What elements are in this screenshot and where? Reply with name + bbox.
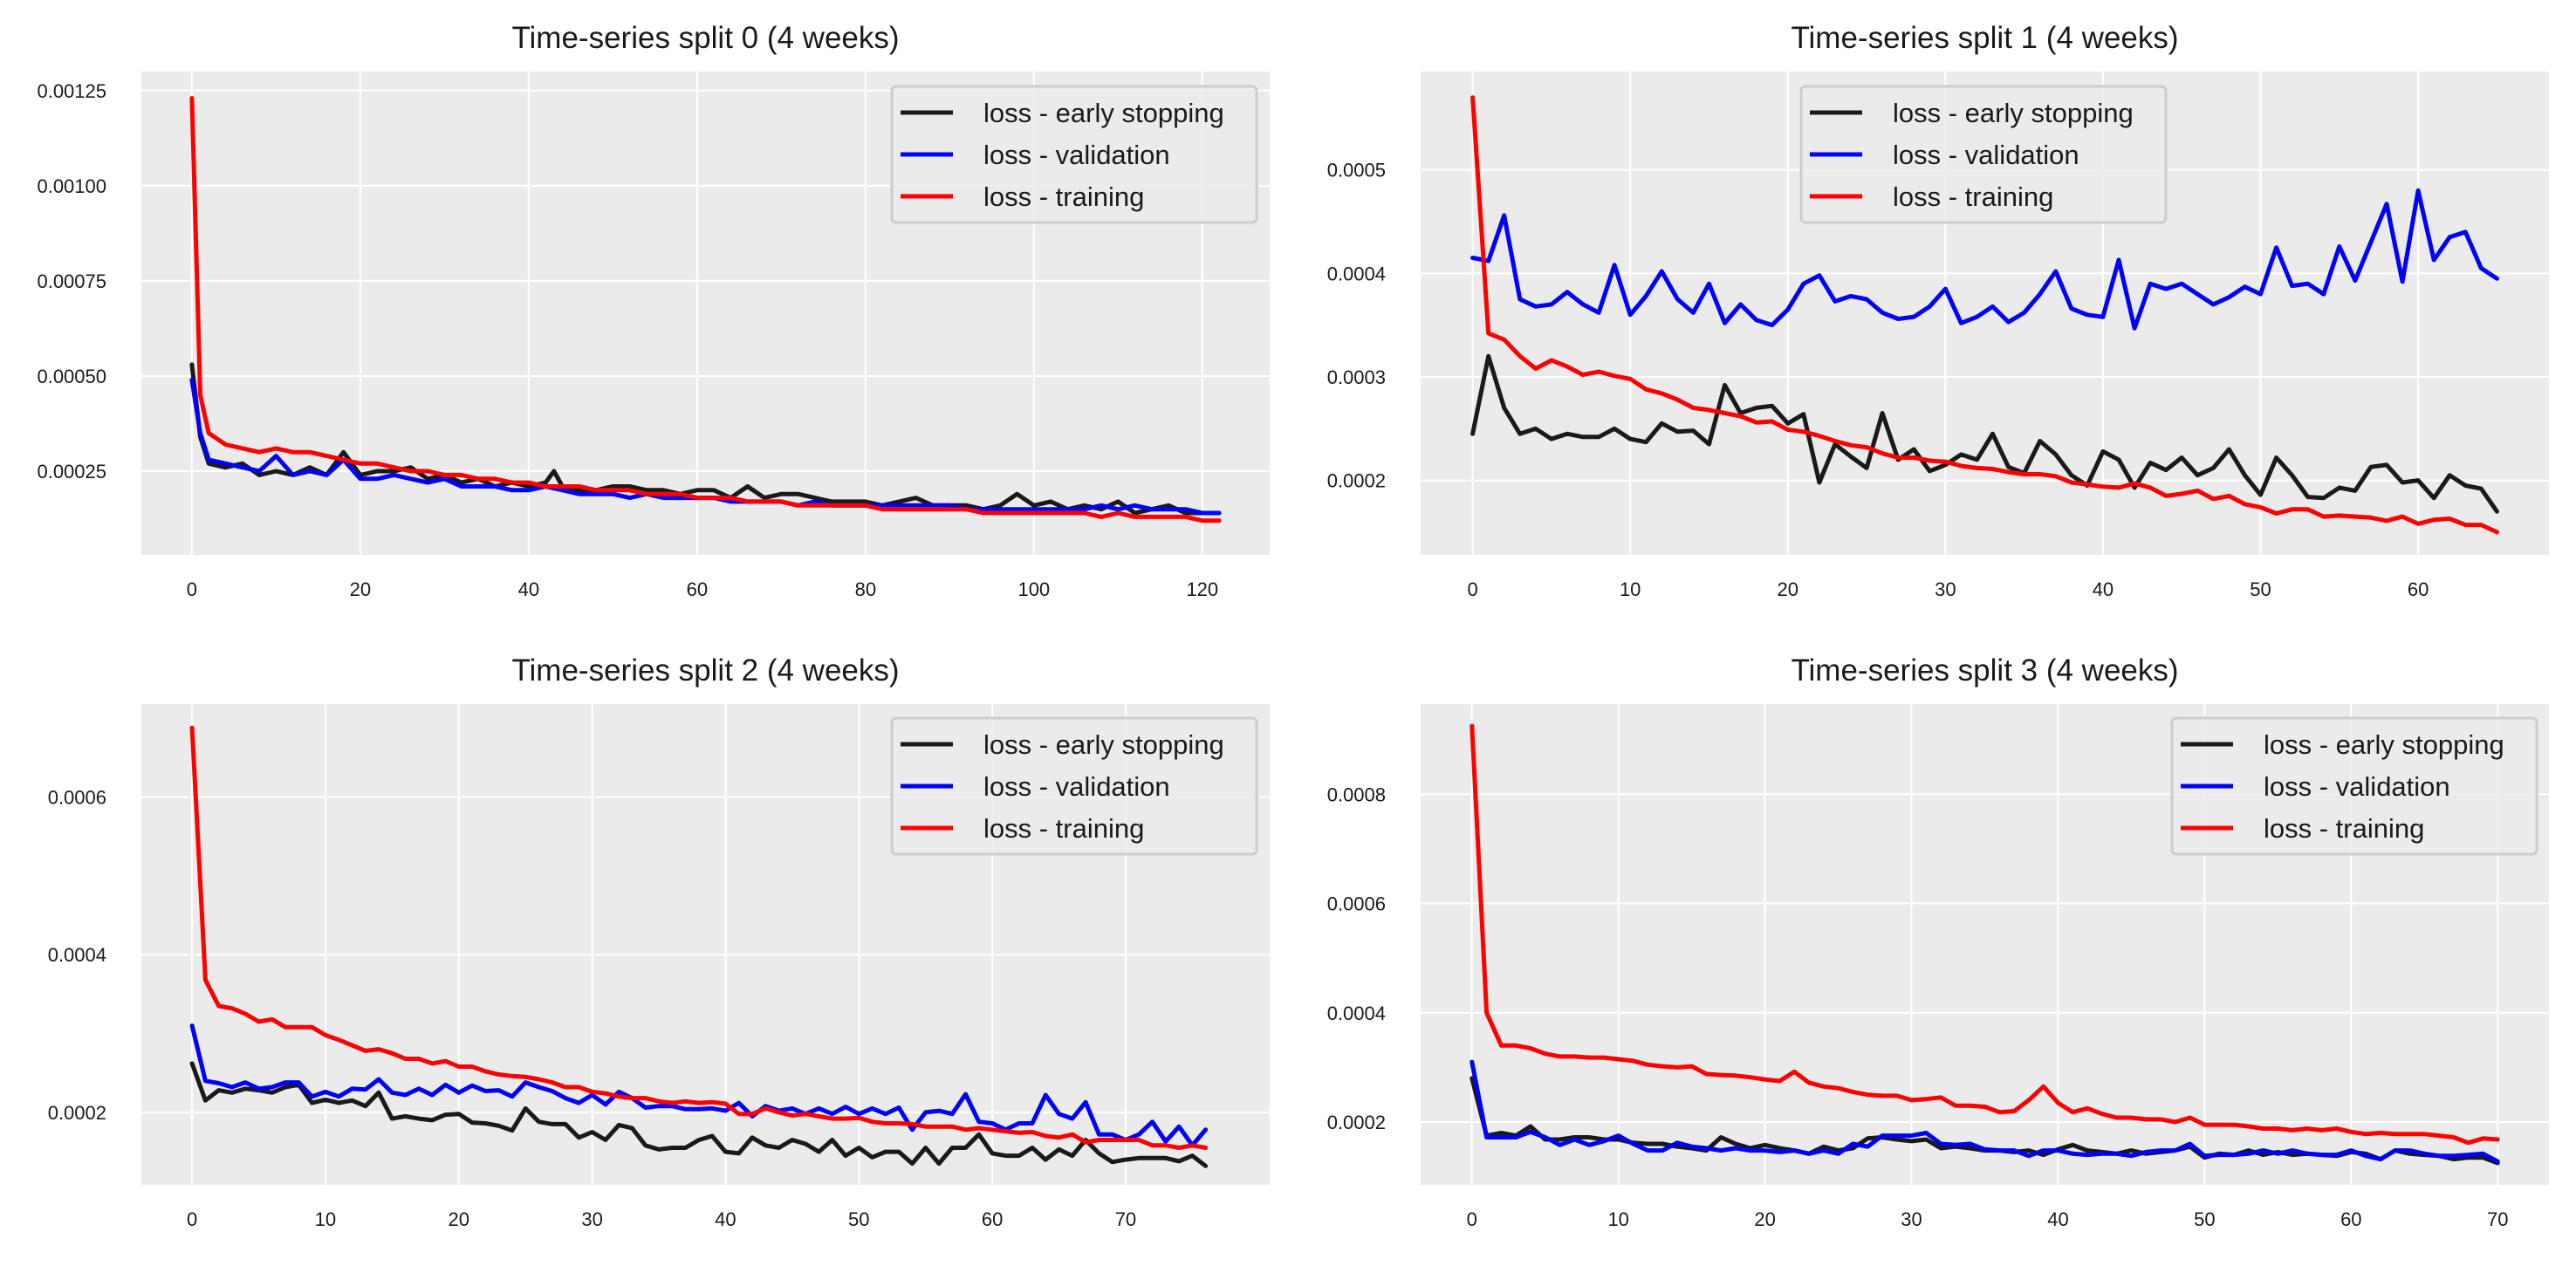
x-tick-label: 50 [2194,1208,2215,1230]
x-tick-label: 60 [687,578,708,600]
legend-label: loss - validation [983,771,1170,802]
y-tick-label: 0.00075 [37,270,106,292]
legend-label: loss - early stopping [983,98,1224,128]
series-line-loss-early-stopping [189,1061,1209,1168]
y-tick-label: 0.00050 [37,366,106,387]
x-tick-label: 100 [1017,578,1050,600]
x-tick-label: 10 [1607,1208,1628,1230]
chart-panel-3: 0 10 20 30 40 50 60 70 0.0002 0.0004 0.0006 0.0008 T… [1327,654,2549,1230]
x-tick-label: 0 [1467,578,1477,600]
legend-label: loss - validation [1893,140,2079,170]
series-line-loss-training [189,725,1209,1150]
chart-panel-0: 0 20 40 60 80 100 120 0.00025 0.00050 0.00075 0.00… [37,21,1270,600]
series-line-loss-training [1470,723,2500,1146]
x-tick-label: 80 [855,578,876,600]
chart-title: Time-series split 1 (4 weeks) [1791,21,2178,55]
y-tick-label: 0.0008 [1327,784,1386,805]
legend-label: loss - training [1893,181,2053,212]
y-tick-label: 0.0002 [1327,470,1386,492]
series-line-loss-early-stopping [1470,353,2499,514]
series-line-loss-training [1470,95,2499,535]
series-line-loss-validation [1470,1059,2500,1164]
legend-label: loss - training [2264,813,2424,844]
y-tick-label: 0.0004 [1327,1003,1386,1024]
legend-box [1799,85,2168,224]
legend: loss - early stopping loss - validation lo… [890,85,1258,224]
x-tick-label: 60 [2340,1208,2361,1230]
x-tick-label: 30 [581,1208,602,1230]
x-tick-label: 120 [1186,578,1218,600]
y-tick-label: 0.00125 [37,80,106,102]
x-tick-label: 20 [449,1208,469,1230]
x-tick-label: 0 [1467,1208,1477,1230]
x-tick-label: 20 [1754,1208,1775,1230]
y-tick-label: 0.0005 [1327,160,1386,181]
y-tick-label: 0.0004 [48,944,106,966]
y-tick-label: 0.0003 [1327,366,1386,388]
y-tick-label: 0.0002 [48,1102,106,1124]
chart-panel-2: 0 10 20 30 40 50 60 70 0.0002 0.0004 0.0006 Time-se… [48,654,1270,1230]
x-tick-label: 40 [518,578,539,600]
x-tick-label: 30 [1935,578,1956,600]
x-tick-label: 10 [1620,578,1641,600]
legend: loss - early stopping loss - validation lo… [2170,716,2538,856]
series-line-loss-validation [189,1023,1209,1148]
x-tick-label: 40 [715,1208,736,1230]
chart-title: Time-series split 3 (4 weeks) [1791,654,2178,688]
y-tick-label: 0.00100 [37,175,106,197]
y-tick-label: 0.0006 [1327,893,1386,915]
y-tick-label: 0.0006 [48,787,106,809]
x-tick-label: 60 [982,1208,1003,1230]
x-tick-label: 40 [2093,578,2114,600]
y-tick-label: 0.0002 [1327,1112,1386,1133]
x-tick-label: 0 [187,578,197,600]
x-tick-label: 40 [2047,1208,2068,1230]
legend-box [2170,716,2538,856]
x-tick-label: 70 [1115,1208,1136,1230]
legend-label: loss - training [983,181,1144,212]
legend-box [890,85,1258,224]
legend-label: loss - early stopping [1893,98,2134,128]
legend: loss - early stopping loss - validation lo… [890,716,1258,856]
series-line-loss-training [189,96,1222,524]
x-tick-label: 20 [350,578,371,600]
x-tick-label: 0 [187,1208,197,1230]
legend-label: loss - training [983,813,1144,844]
legend-box [890,716,1258,856]
series-group [1470,95,2499,535]
chart-panel-1: 0 10 20 30 40 50 60 0.0002 0.0003 0.0004 0.0005 Tim… [1327,21,2549,600]
x-tick-label: 50 [2250,578,2271,600]
legend: loss - early stopping loss - validation lo… [1799,85,2168,224]
legend-label: loss - validation [2264,771,2450,802]
legend-label: loss - early stopping [983,729,1224,760]
y-tick-label: 0.0004 [1327,263,1386,284]
x-tick-label: 20 [1778,578,1798,600]
series-group [1470,723,2500,1166]
x-tick-label: 50 [848,1208,869,1230]
y-tick-label: 0.00025 [37,461,106,482]
x-tick-label: 10 [315,1208,336,1230]
x-tick-label: 70 [2487,1208,2508,1230]
x-tick-label: 30 [1901,1208,1922,1230]
series-group [189,96,1222,524]
chart-title: Time-series split 2 (4 weeks) [511,654,899,688]
chart-title: Time-series split 0 (4 weeks) [511,21,899,55]
legend-label: loss - validation [983,140,1170,170]
x-tick-label: 60 [2408,578,2429,600]
legend-label: loss - early stopping [2264,729,2504,760]
series-line-loss-validation [1470,188,2499,331]
series-group [189,725,1209,1168]
